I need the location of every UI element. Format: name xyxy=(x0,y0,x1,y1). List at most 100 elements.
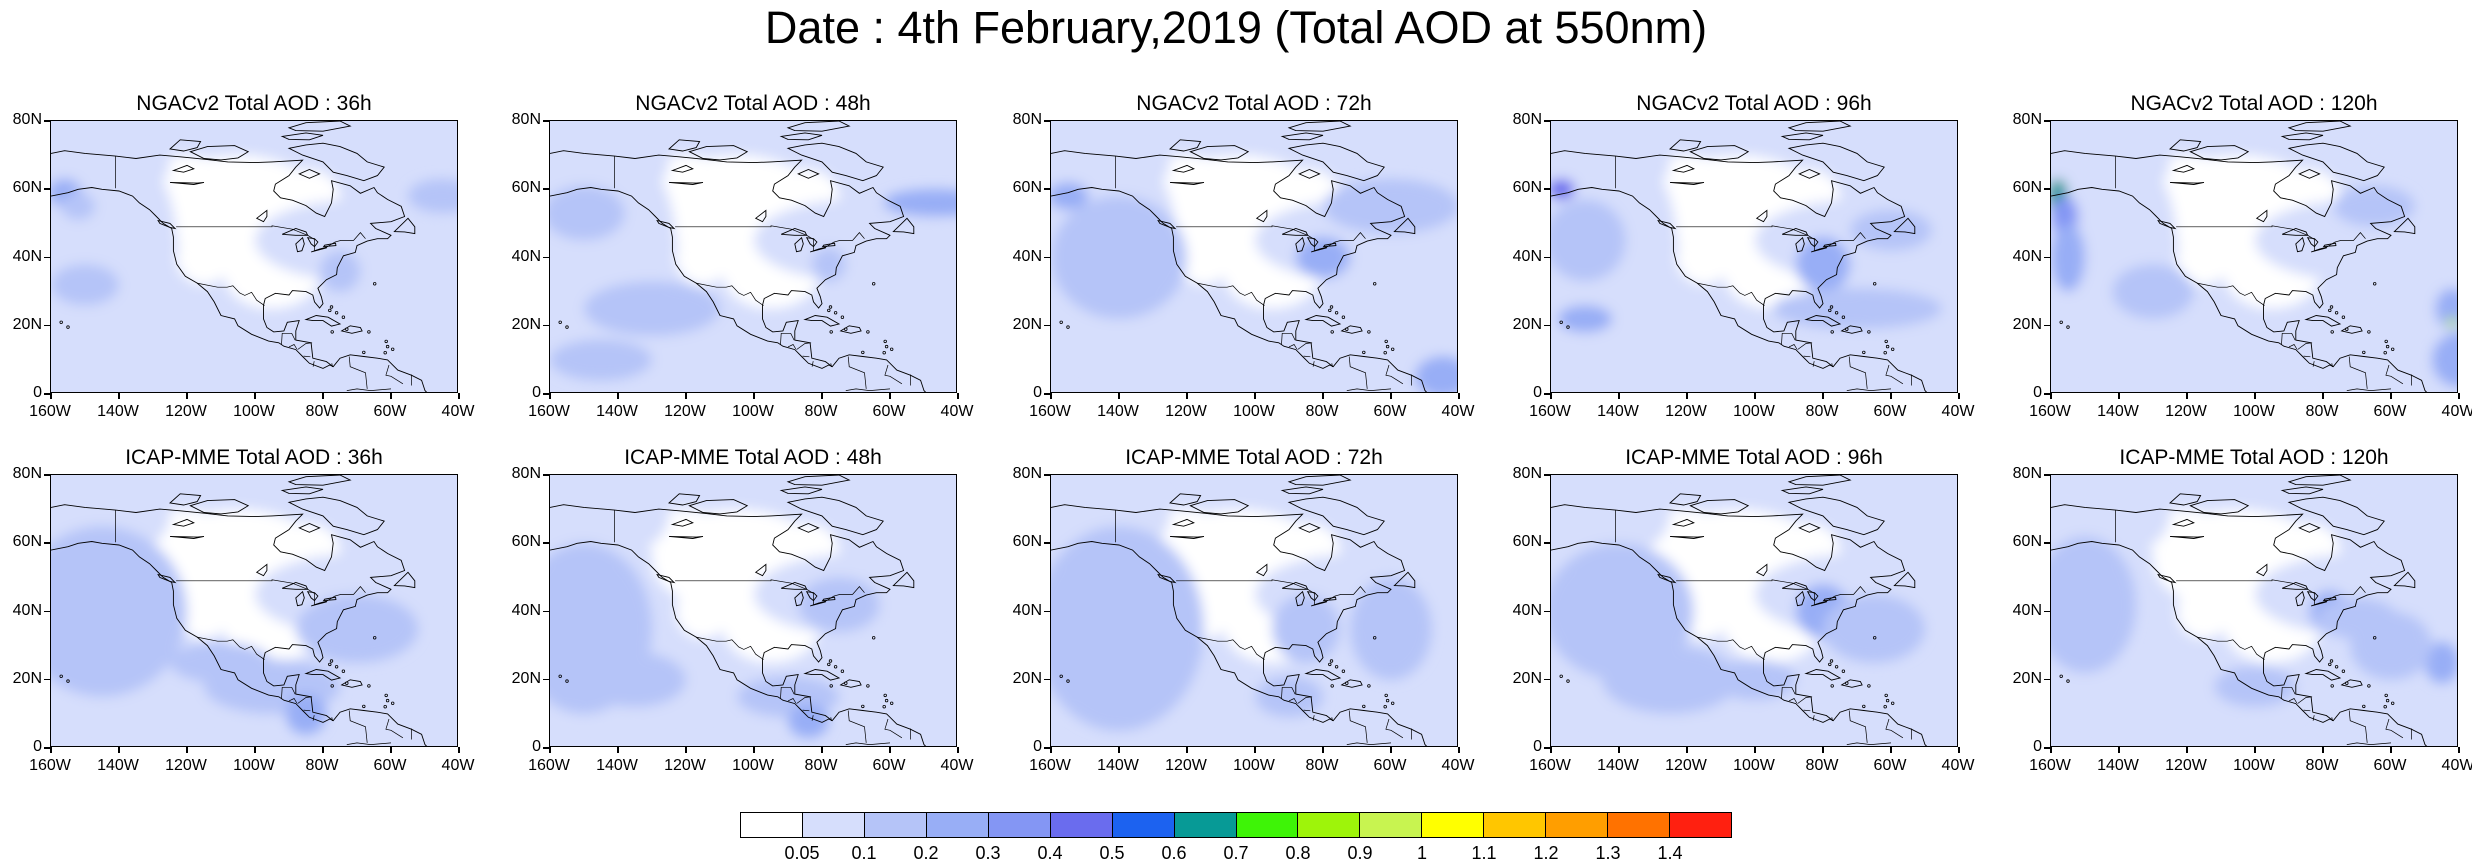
lat-tick-label: 60N xyxy=(12,533,42,551)
lon-tickmark xyxy=(1458,393,1460,399)
lon-tick-label: 60W xyxy=(1373,757,1407,774)
small-island xyxy=(827,662,831,667)
country-border xyxy=(1848,710,1868,743)
lon-tickmark xyxy=(1050,747,1052,753)
country-border xyxy=(312,361,315,367)
small-island xyxy=(362,704,366,709)
colorbar-label: 0.1 xyxy=(851,843,877,863)
small-island xyxy=(1873,636,1877,640)
lat-tick-label: 20N xyxy=(511,315,541,333)
country-border xyxy=(1288,698,1298,704)
island-outline xyxy=(1787,142,1885,182)
island-outline xyxy=(2168,493,2202,506)
aod-field-region xyxy=(1602,645,1738,714)
lake-outline xyxy=(171,518,195,527)
lon-tick-label: 80W xyxy=(1805,403,1839,420)
small-island xyxy=(1841,315,1846,319)
lat-tickmark xyxy=(543,256,549,258)
country-border xyxy=(1812,361,1815,367)
lon-tick-label: 160W xyxy=(2029,757,2071,774)
aod-field-region xyxy=(1051,196,1187,319)
lon-tickmark xyxy=(186,747,188,753)
small-island xyxy=(2345,327,2349,331)
lon-tick-label: 160W xyxy=(528,403,570,420)
small-island xyxy=(1373,282,1377,286)
colorbar-label: 0.3 xyxy=(975,843,1001,863)
lat-tickmark xyxy=(1044,393,1050,395)
island-outline xyxy=(1893,571,1916,589)
island-outline xyxy=(1189,145,1250,161)
country-border xyxy=(1297,696,1313,704)
aod-map-panel xyxy=(50,120,458,393)
small-island xyxy=(1830,684,1834,688)
lat-tickmark xyxy=(44,256,50,258)
aod-field-region xyxy=(2431,332,2457,388)
aod-field-region xyxy=(2176,230,2232,285)
island-outline xyxy=(839,679,862,688)
island-outline xyxy=(1798,523,1821,533)
country-border xyxy=(830,363,832,368)
lat-tick-label: 40N xyxy=(2012,247,2042,265)
country-border xyxy=(780,332,791,345)
lon-tickmark xyxy=(2118,747,2120,753)
lat-tickmark xyxy=(2044,474,2050,476)
small-island xyxy=(1891,701,1895,705)
lon-tick-label: 40W xyxy=(441,403,475,420)
small-island xyxy=(1385,698,1390,703)
lat-tick-label: 0 xyxy=(33,384,42,401)
aod-field-region xyxy=(1125,121,1317,156)
country-border xyxy=(787,698,797,704)
island-outline xyxy=(1689,145,1750,161)
coastline xyxy=(1051,150,1406,368)
lon-tickmark xyxy=(1322,393,1324,399)
lat-tickmark xyxy=(2044,188,2050,190)
country-border xyxy=(291,333,296,341)
small-island xyxy=(1830,330,1834,334)
small-island xyxy=(1384,339,1388,344)
lat-tickmark xyxy=(543,324,549,327)
small-island xyxy=(2334,311,2339,315)
lat-tick-label: 20N xyxy=(2012,669,2042,687)
lon-tickmark xyxy=(1390,393,1392,399)
island-outline xyxy=(340,679,363,688)
lat-tick-label: 40N xyxy=(511,601,541,619)
country-border xyxy=(1885,718,1904,739)
lat-tick-label: 20N xyxy=(1012,315,1042,333)
small-island xyxy=(866,684,870,688)
lon-tick-label: 40W xyxy=(2441,757,2472,774)
country-border xyxy=(2312,361,2315,367)
lake-outline xyxy=(1169,535,1205,539)
small-island xyxy=(1867,330,1871,334)
lon-tickmark xyxy=(2322,393,2324,399)
panel-title: ICAP-MME Total AOD : 48h xyxy=(624,446,882,469)
lon-tickmark xyxy=(2050,393,2052,399)
lat-tick-label: 40N xyxy=(1512,247,1542,265)
small-island xyxy=(2066,325,2070,329)
island-outline xyxy=(2280,486,2324,495)
island-outline xyxy=(1780,132,1824,141)
lon-tick-label: 160W xyxy=(29,757,71,774)
island-outline xyxy=(280,486,324,495)
lake-outline xyxy=(169,181,205,185)
lon-tick-label: 40W xyxy=(1941,757,1975,774)
lat-tickmark xyxy=(44,610,50,612)
island-outline xyxy=(1804,669,1842,681)
aod-field-region xyxy=(2112,264,2194,319)
panel-title: NGACv2 Total AOD : 36h xyxy=(136,92,372,115)
small-island xyxy=(1884,693,1888,698)
island-outline xyxy=(1340,679,1363,688)
lat-tick-label: 80N xyxy=(1512,111,1542,128)
figure-title: Date : 4th February,2019 (Total AOD at 5… xyxy=(764,2,1708,53)
small-island xyxy=(328,662,332,667)
aod-field-region xyxy=(675,584,731,639)
lake-outline xyxy=(2295,590,2305,607)
lake-outline xyxy=(2169,535,2205,539)
island-outline xyxy=(1168,493,1202,506)
country-border xyxy=(331,717,333,722)
small-island xyxy=(1873,282,1877,286)
small-island xyxy=(1367,330,1371,334)
lat-tickmark xyxy=(1044,474,1050,476)
lake-outline xyxy=(1255,209,1268,223)
lat-tick-label: 20N xyxy=(12,315,42,333)
lat-tick-label: 80N xyxy=(511,111,541,128)
